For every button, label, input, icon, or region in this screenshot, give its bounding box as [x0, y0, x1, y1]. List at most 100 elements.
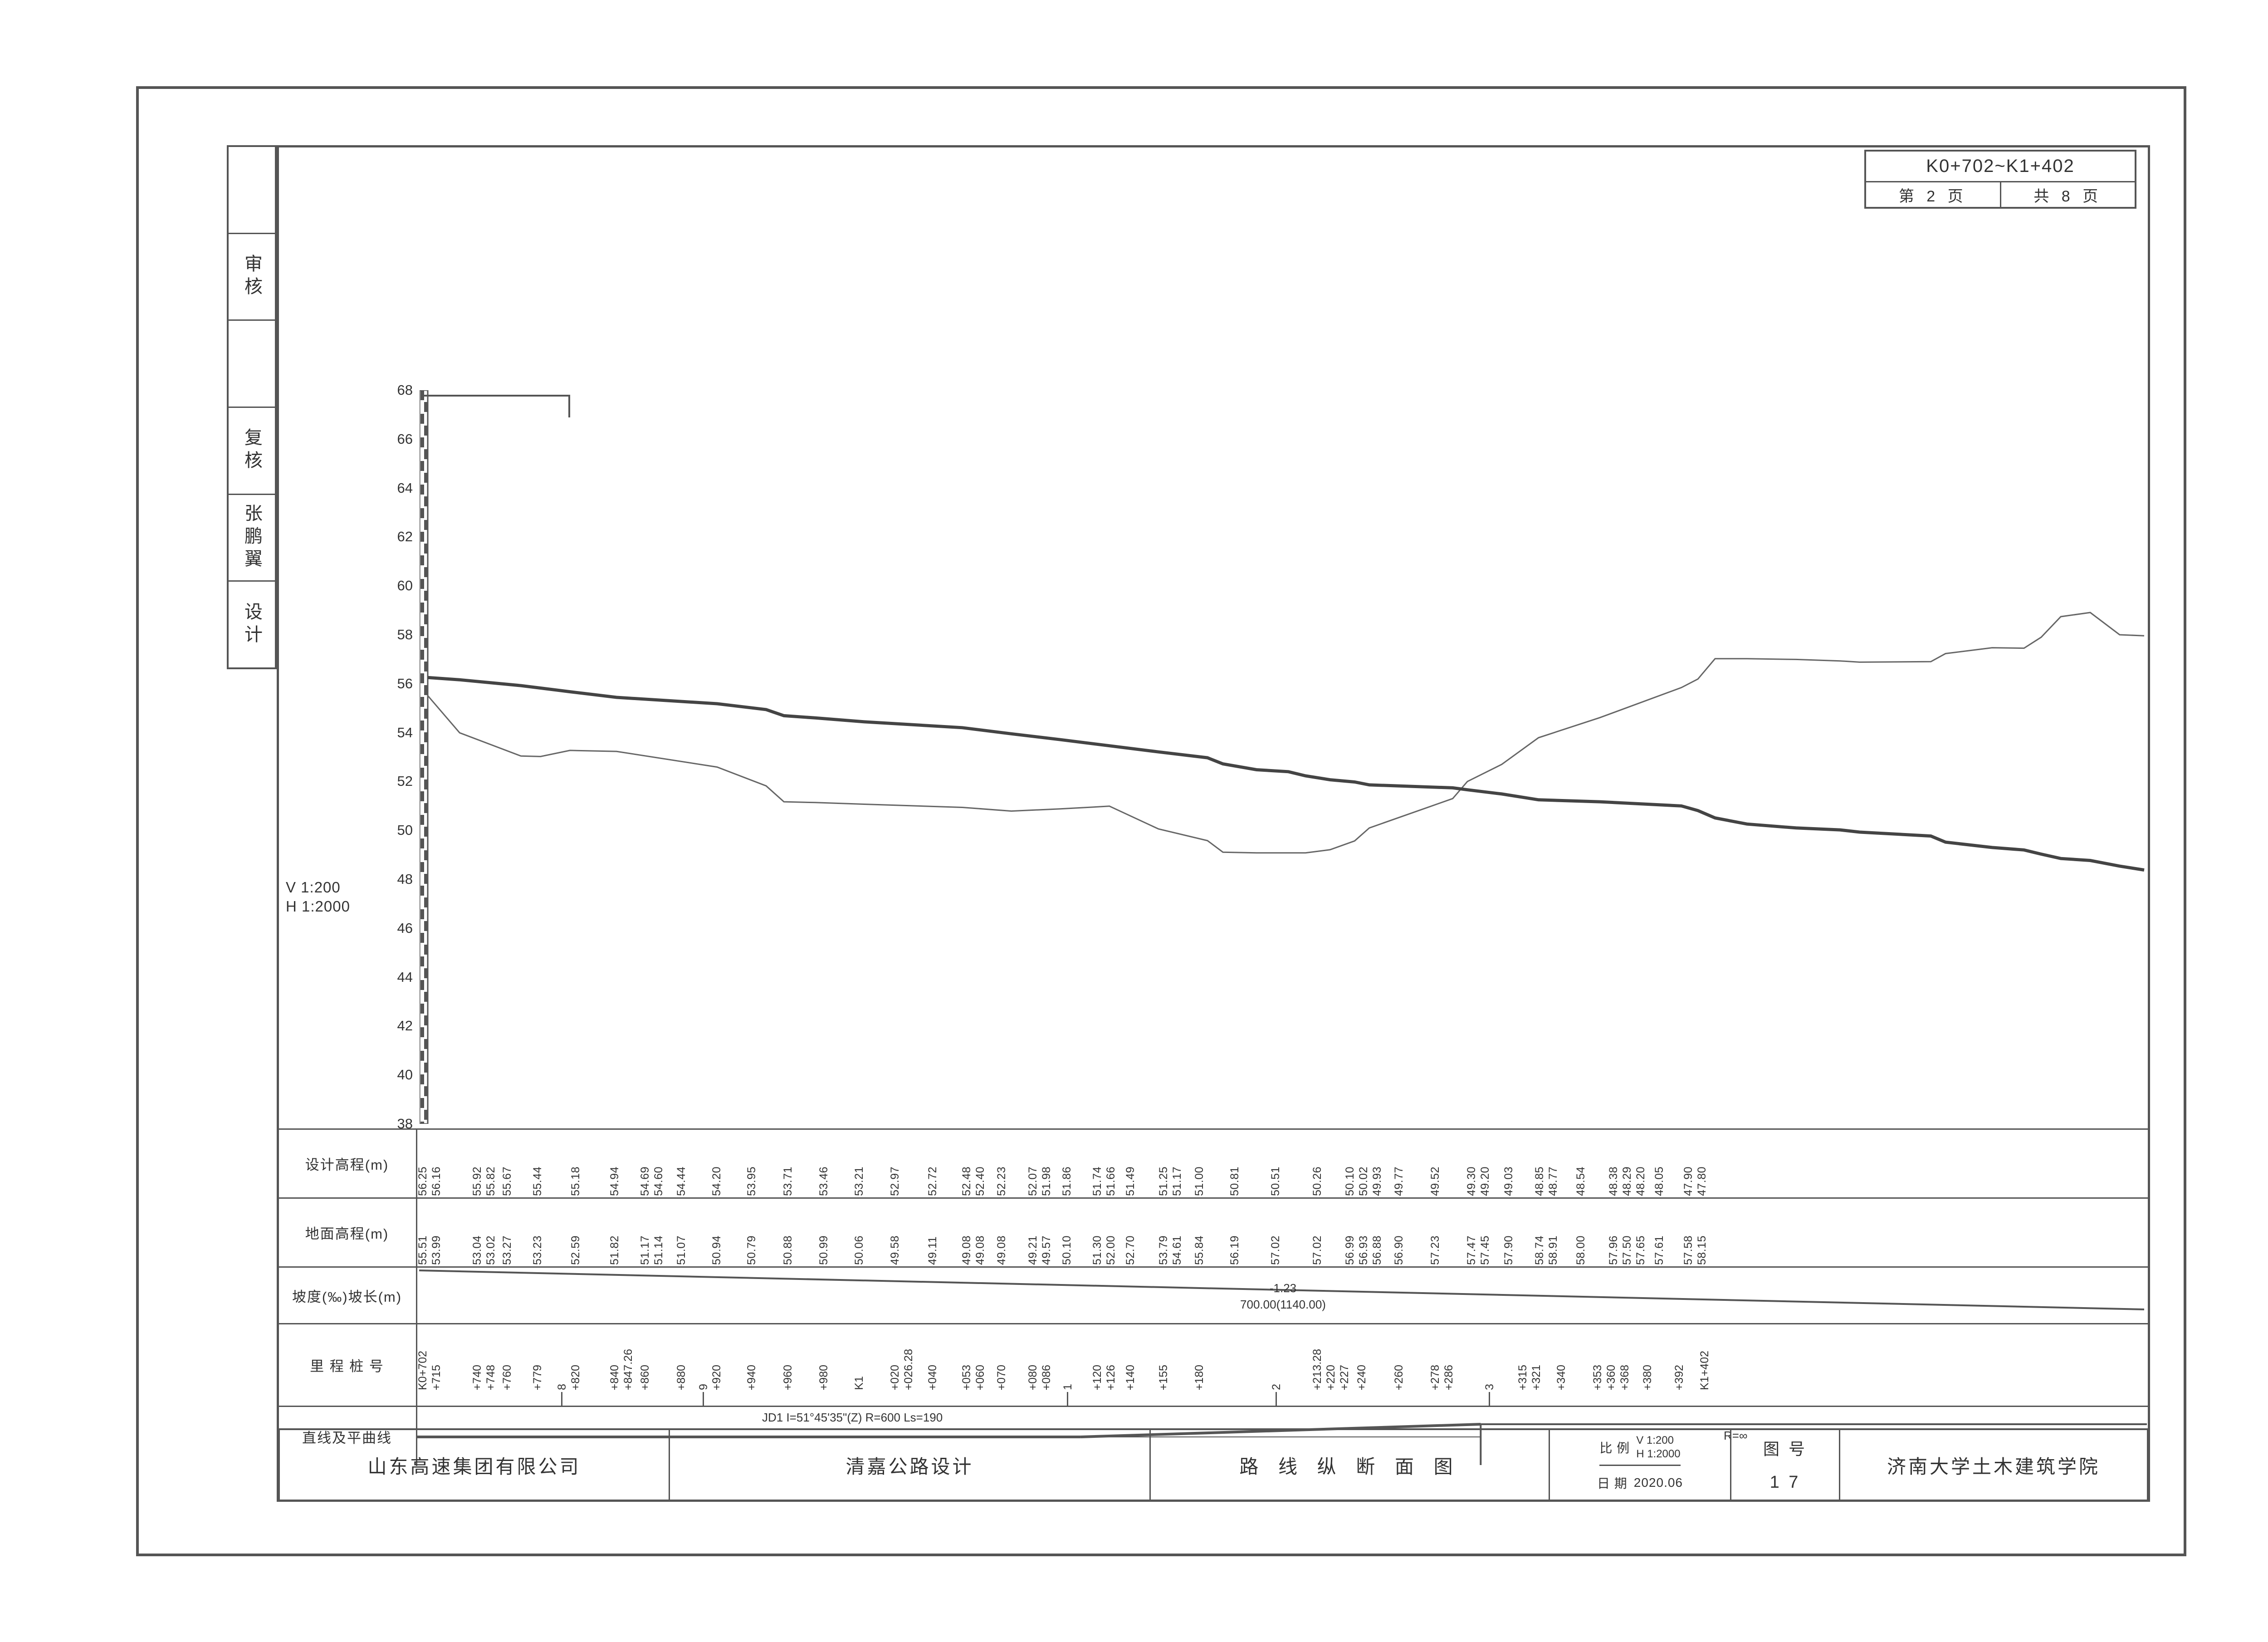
- table-cell-value: +847.26: [622, 1348, 635, 1390]
- table-cell-value: +155: [1157, 1364, 1170, 1390]
- table-cell-value: 55.82: [484, 1166, 497, 1196]
- axis-tick-40: 40: [397, 1067, 413, 1083]
- axis-tick-50: 50: [397, 822, 413, 838]
- row-values-curve: JD1 I=51°45'35"(Z) R=600 Ls=190 R=∞: [417, 1407, 2149, 1466]
- table-cell-value: +368: [1618, 1364, 1631, 1390]
- table-cell-value: 54.61: [1171, 1235, 1183, 1265]
- table-cell-value: 57.23: [1429, 1235, 1442, 1265]
- table-cell-value: 56.88: [1371, 1235, 1383, 1265]
- table-cell-value: +260: [1393, 1364, 1405, 1390]
- table-cell-value: 57.58: [1682, 1235, 1695, 1265]
- table-cell-value: 49.52: [1429, 1166, 1442, 1196]
- table-cell-value: 49.21: [1026, 1235, 1039, 1265]
- title-block-scale-date: 比 例 V 1:200 H 1:2000 日 期 2020.06: [1550, 1430, 1731, 1500]
- table-cell-value: 56.93: [1357, 1235, 1370, 1265]
- table-cell-value: 49.93: [1371, 1166, 1383, 1196]
- table-cell-value: 51.98: [1040, 1166, 1053, 1196]
- table-cell-value: 51.17: [1171, 1166, 1183, 1196]
- table-cell-value: 50.79: [745, 1235, 758, 1265]
- km-tick: [1067, 1392, 1068, 1406]
- gradient-value: -1.23: [1269, 1281, 1297, 1295]
- table-cell-value: +315: [1516, 1364, 1529, 1390]
- table-cell-value: +740: [471, 1364, 484, 1390]
- table-cell-value: 48.38: [1607, 1166, 1620, 1196]
- signature-cell-design: 设计: [229, 582, 275, 667]
- km-tick-label: 2: [1270, 1384, 1283, 1390]
- top-bracket: [420, 395, 570, 417]
- table-cell-value: 49.08: [974, 1235, 987, 1265]
- page-number-cell: 第 2 页: [1866, 182, 2001, 207]
- scale-label: 比 例: [1599, 1441, 1630, 1455]
- table-cell-value: 50.02: [1357, 1166, 1370, 1196]
- table-cell-value: +760: [501, 1364, 513, 1390]
- date-cell: 日 期 2020.06: [1597, 1466, 1683, 1500]
- table-cell-value: +321: [1530, 1364, 1543, 1390]
- table-cell-value: 58.00: [1574, 1235, 1587, 1265]
- station-range-text: K0+702~K1+402: [1926, 156, 2075, 176]
- table-cell-value: 57.02: [1269, 1235, 1282, 1265]
- signature-cell-recheck: 复核: [229, 408, 275, 495]
- table-cell-value: 51.30: [1091, 1235, 1104, 1265]
- date-label: 日 期: [1597, 1476, 1628, 1491]
- row-label-station: 里 程 桩 号: [278, 1324, 417, 1406]
- table-cell-value: +353: [1591, 1364, 1604, 1390]
- table-cell-value: 51.82: [608, 1235, 621, 1265]
- km-tick-label: 1: [1061, 1384, 1074, 1390]
- table-cell-value: 53.23: [531, 1235, 544, 1265]
- table-cell-value: 50.94: [710, 1235, 723, 1265]
- table-cell-value: +140: [1124, 1364, 1137, 1390]
- signature-cell-designer: 张鹏翼: [229, 495, 275, 582]
- table-cell-value: 50.06: [853, 1235, 865, 1265]
- table-cell-value: 50.81: [1228, 1166, 1241, 1196]
- axis-tick-68: 68: [397, 382, 413, 398]
- table-cell-value: +053: [960, 1364, 973, 1390]
- table-cell-value: 56.25: [416, 1166, 429, 1196]
- table-cell-value: 57.45: [1479, 1235, 1491, 1265]
- table-cell-value: 53.02: [484, 1235, 497, 1265]
- table-cell-value: 54.94: [608, 1166, 621, 1196]
- table-cell-value: +779: [531, 1364, 544, 1390]
- table-cell-value: 55.18: [569, 1166, 582, 1196]
- table-cell-value: 50.51: [1269, 1166, 1282, 1196]
- table-cell-value: 48.54: [1574, 1166, 1587, 1196]
- row-values-gradient: -1.23 700.00(1140.00): [417, 1268, 2149, 1323]
- table-cell-value: +360: [1605, 1364, 1618, 1390]
- table-cell-value: +026.28: [902, 1348, 915, 1390]
- table-row-station: 里 程 桩 号 K0+702 +715 +740 +748 +760 +779 8 +820 +…: [278, 1324, 2149, 1407]
- table-cell-value: 57.90: [1502, 1235, 1515, 1265]
- table-cell-value: 47.80: [1696, 1166, 1708, 1196]
- table-cell-value: 51.49: [1124, 1166, 1137, 1196]
- table-cell-value: +748: [484, 1364, 497, 1390]
- table-cell-value: +715: [430, 1364, 443, 1390]
- page-total-text: 共 8 页: [2033, 187, 2102, 205]
- title-block-institute: 济南大学土木建筑学院: [1840, 1430, 2147, 1500]
- km-tick-label: 8: [556, 1384, 568, 1390]
- table-cell-value: 54.69: [639, 1166, 651, 1196]
- table-cell-value: 49.57: [1040, 1235, 1053, 1265]
- axis-tick-46: 46: [397, 920, 413, 936]
- row-label-gradient: 坡度(‰)坡长(m): [278, 1268, 417, 1323]
- table-cell-value: 57.47: [1465, 1235, 1478, 1265]
- table-cell-value: 55.44: [531, 1166, 544, 1196]
- table-cell-value: 55.67: [501, 1166, 513, 1196]
- table-cell-value: +960: [782, 1364, 794, 1390]
- table-cell-value: 53.04: [471, 1235, 484, 1265]
- table-cell-value: +180: [1193, 1364, 1206, 1390]
- table-cell-value: 49.30: [1465, 1166, 1478, 1196]
- table-cell-value: +070: [995, 1364, 1008, 1390]
- table-cell-value: 57.02: [1311, 1235, 1324, 1265]
- page-total-cell: 共 8 页: [2001, 182, 2135, 207]
- drawing-title-text: 路 线 纵 断 面 图: [1239, 1456, 1460, 1477]
- axis-tick-66: 66: [397, 431, 413, 447]
- row-values-station: K0+702 +715 +740 +748 +760 +779 8 +820 +840 +847.…: [416, 1324, 2149, 1406]
- table-cell-value: 47.90: [1682, 1166, 1695, 1196]
- table-cell-value: +860: [639, 1364, 651, 1390]
- datum-bar: [420, 390, 429, 1124]
- km-tick: [561, 1392, 562, 1406]
- table-cell-value: 57.61: [1653, 1235, 1666, 1265]
- table-cell-value: 52.23: [995, 1166, 1008, 1196]
- title-block: 山东高速集团有限公司 清嘉公路设计 路 线 纵 断 面 图 比 例 V 1:20…: [278, 1428, 2149, 1502]
- km-tick: [1276, 1392, 1277, 1406]
- table-cell-value: 49.03: [1502, 1166, 1515, 1196]
